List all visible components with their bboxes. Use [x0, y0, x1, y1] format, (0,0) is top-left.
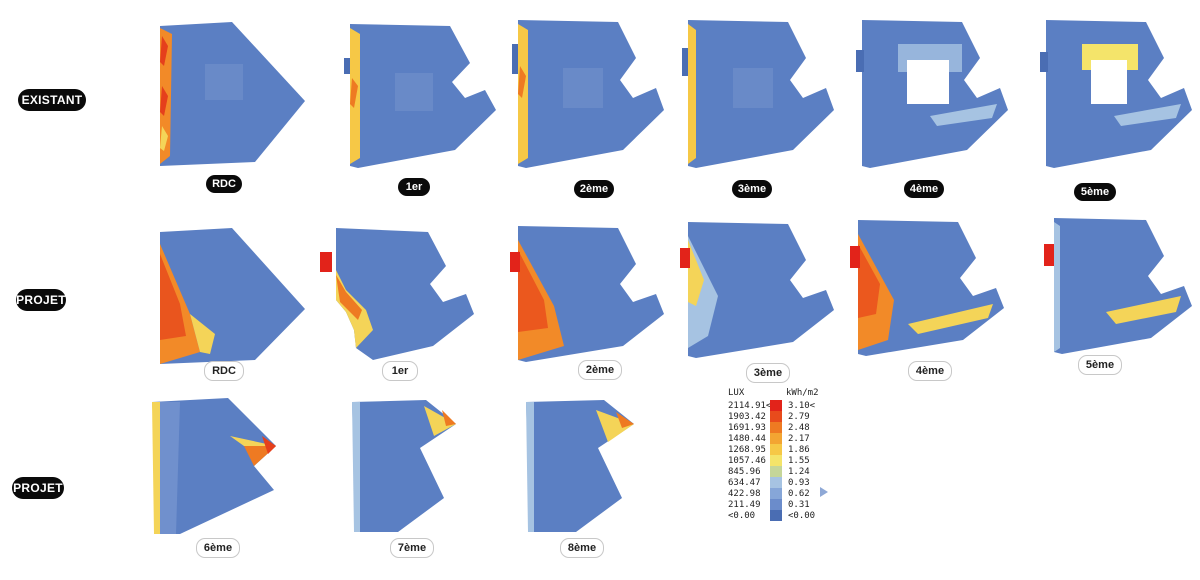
legend-kwh-value: 0.62: [788, 489, 810, 499]
row-label-projet-upper: PROJET: [12, 477, 64, 499]
legend-swatch: [770, 422, 782, 433]
legend-lux-value: 1691.93: [728, 423, 766, 433]
legend-kwh-value: 3.10<: [788, 401, 816, 411]
legend-swatch: [770, 499, 782, 510]
legend-swatch: [770, 433, 782, 444]
plan-projet-5eme: [1044, 218, 1192, 354]
plan-projet-1er: [320, 228, 474, 360]
pointer-triangle-icon: [820, 487, 828, 497]
plan-projet-2eme: [510, 226, 664, 362]
plan-existant-3eme: [682, 20, 834, 168]
plan-existant-4eme: [856, 20, 1008, 168]
legend-kwh-value: <0.00: [788, 511, 816, 521]
legend-lux-value: <0.00: [728, 511, 756, 521]
legend-kwh-value: 2.48: [788, 423, 810, 433]
plan-existant-rdc: [160, 22, 305, 166]
floor-label-projet-4eme: 4ème: [908, 361, 952, 381]
legend-kwh-value: 1.86: [788, 445, 810, 455]
legend-lux-unit: LUX: [728, 388, 745, 398]
plan-projet-7eme: [352, 400, 456, 532]
floor-label-existant-1er: 1er: [398, 178, 430, 196]
plan-projet-4eme: [850, 220, 1004, 356]
legend-lux-value: 634.47: [728, 478, 761, 488]
legend-swatch: [770, 400, 782, 411]
legend-swatch: [770, 510, 782, 521]
legend-swatch: [770, 488, 782, 499]
color-legend: LUX kWh/m2 2114.91< 3.10< 1903.42 2.79 1691.…: [700, 388, 860, 558]
plan-projet-8eme: [526, 400, 634, 532]
plan-projet-3eme: [680, 222, 834, 358]
plan-existant-5eme: [1040, 20, 1192, 168]
plan-existant-1er: [344, 24, 496, 168]
legend-lux-value: 1903.42: [728, 412, 766, 422]
legend-swatch: [770, 444, 782, 455]
floor-label-existant-5eme: 5ème: [1074, 183, 1116, 201]
legend-lux-value: 422.98: [728, 489, 761, 499]
floor-label-projet-1er: 1er: [382, 361, 418, 381]
legend-kwh-value: 0.93: [788, 478, 810, 488]
legend-kwh-value: 1.55: [788, 456, 810, 466]
floor-label-projet-2eme: 2ème: [578, 360, 622, 380]
floor-label-projet-rdc: RDC: [204, 361, 244, 381]
plan-projet-rdc: [160, 228, 305, 364]
legend-kwh-value: 2.79: [788, 412, 810, 422]
legend-kwh-value: 1.24: [788, 467, 810, 477]
legend-kwh-value: 0.31: [788, 500, 810, 510]
row-label-projet: PROJET: [16, 289, 66, 311]
floor-label-existant-3eme: 3ème: [732, 180, 772, 198]
floor-label-existant-2eme: 2ème: [574, 180, 614, 198]
legend-swatch: [770, 411, 782, 422]
floor-label-projet-7eme: 7ème: [390, 538, 434, 558]
plan-projet-6eme: [152, 398, 276, 534]
floor-label-projet-8eme: 8ème: [560, 538, 604, 558]
floor-label-projet-5eme: 5ème: [1078, 355, 1122, 375]
floor-label-existant-rdc: RDC: [206, 175, 242, 193]
legend-lux-value: 2114.91<: [728, 401, 772, 411]
row-label-existant: EXISTANT: [18, 89, 86, 111]
legend-lux-value: 211.49: [728, 500, 761, 510]
legend-kwh-unit: kWh/m2: [786, 388, 819, 398]
legend-lux-value: 845.96: [728, 467, 761, 477]
legend-swatch: [770, 477, 782, 488]
legend-lux-value: 1480.44: [728, 434, 766, 444]
plan-existant-2eme: [512, 20, 664, 168]
legend-lux-value: 1268.95: [728, 445, 766, 455]
legend-swatch: [770, 466, 782, 477]
legend-kwh-value: 2.17: [788, 434, 810, 444]
legend-lux-value: 1057.46: [728, 456, 766, 466]
legend-swatch: [770, 455, 782, 466]
floor-label-existant-4eme: 4ème: [904, 180, 944, 198]
floor-label-projet-3eme: 3ème: [746, 363, 790, 383]
floor-label-projet-6eme: 6ème: [196, 538, 240, 558]
